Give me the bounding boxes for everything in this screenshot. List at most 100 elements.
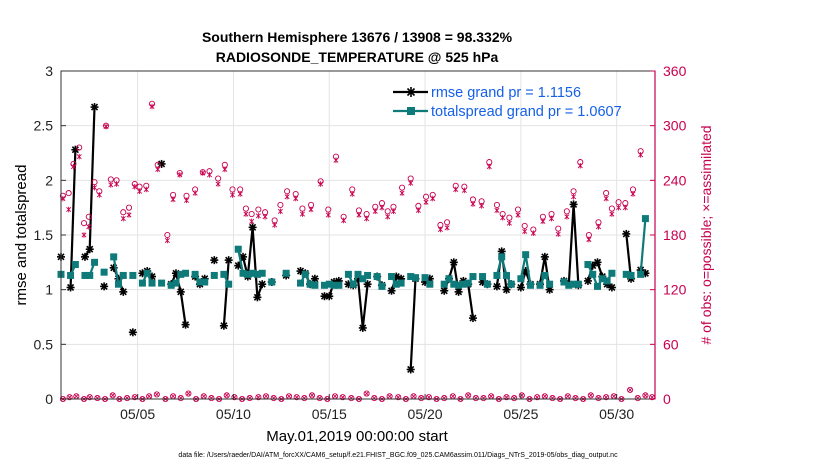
obs-assimilated-point (430, 195, 436, 202)
obs-assimilated-point (92, 184, 98, 191)
obs-assimilated-point (577, 162, 583, 169)
obs-assimilated-point (555, 231, 561, 237)
obs-assimilated-point (183, 197, 190, 204)
obs-bottom-assimilated (332, 393, 338, 399)
series-layer (57, 103, 650, 374)
obs-possible-point (229, 186, 236, 193)
obs-possible-point (563, 208, 570, 215)
legend-rmse-marker (406, 87, 416, 97)
spread-point (138, 279, 146, 287)
y-tick-label: 2 (45, 172, 53, 188)
rmse-point (593, 258, 602, 267)
rmse-point (80, 252, 89, 261)
spread-point (594, 282, 602, 290)
rmse-point (258, 280, 267, 289)
spread-point (459, 280, 467, 288)
legend: rmse grand pr = 1.1156 totalspread grand… (393, 85, 622, 120)
y-tick-label: 1 (45, 282, 53, 298)
obs-assimilated-point (318, 181, 324, 187)
obs-bottom-point (572, 395, 579, 402)
spread-point (498, 253, 506, 261)
obs-assimilated-point (103, 123, 109, 130)
spread-point (503, 271, 510, 279)
data-file-footer: data file: /Users/raeder/DAI/ATM_forcXX/… (178, 452, 618, 459)
obs-bottom-assimilated (286, 393, 292, 399)
obs-bottom-point (316, 395, 323, 402)
obs-assimilated-point (444, 224, 450, 231)
spread-point (536, 281, 544, 289)
spread-point (91, 258, 99, 266)
obs-assimilated-point (114, 181, 120, 187)
spread-point (637, 270, 645, 278)
spread-point (560, 278, 568, 286)
obs-assimilated-point (299, 211, 305, 217)
obs-bottom-point (465, 392, 472, 399)
spread-point (148, 279, 156, 287)
spread-point (119, 271, 127, 279)
obs-assimilated-point (630, 191, 636, 197)
spread-point (359, 275, 367, 283)
obs-assimilated-point (564, 213, 570, 220)
obs-assimilated-point (155, 166, 161, 173)
obs-assimilated-point (364, 215, 370, 222)
obs-possible-point (514, 206, 522, 213)
obs-assimilated-point (540, 218, 546, 225)
series-line-1 (112, 256, 125, 286)
obs-bottom-assimilated (588, 393, 594, 398)
y-axis-left: 0 0.5 1 1.5 2 2.5 3 (34, 63, 66, 407)
rmse-point (363, 280, 372, 289)
obs-bottom-point (480, 395, 487, 402)
spread-point (354, 270, 362, 278)
obs-possible-point (284, 188, 291, 195)
obs-possible-point (570, 188, 577, 195)
obs-assimilated-point (616, 204, 622, 211)
obs-bottom-assimilated (263, 393, 269, 399)
y-right-tick-label: 180 (663, 227, 687, 243)
obs-possible-point (91, 179, 98, 186)
spread-point (603, 277, 611, 285)
spread-point (268, 278, 276, 286)
rmse-point (540, 252, 549, 261)
spread-point (570, 280, 578, 288)
spread-point (249, 269, 257, 277)
obs-assimilated-point (126, 212, 132, 218)
obs-possible-point (85, 213, 92, 220)
obs-assimilated-point (206, 172, 213, 178)
obs-assimilated-point (229, 192, 236, 198)
obs-bottom-assimilated (146, 393, 152, 399)
rmse-point (516, 283, 525, 292)
obs-bottom-point (177, 395, 184, 402)
series-line-0 (69, 149, 77, 288)
obs-bottom-assimilated (154, 392, 160, 397)
spread-point (143, 269, 151, 277)
obs-bottom-point (587, 392, 594, 399)
chart-title: Southern Hemisphere 13676 / 13908 = 98.3… (202, 29, 513, 45)
spread-point (598, 275, 606, 283)
spread-point (455, 281, 463, 289)
spread-point (517, 275, 525, 283)
spread-point (167, 281, 175, 289)
x-axis-label: May.01,2019 00:00:00 start (266, 428, 448, 445)
obs-possible-point (107, 176, 114, 183)
series-line-0 (222, 260, 230, 326)
spread-point (397, 279, 405, 287)
obs-assimilated-point (437, 226, 443, 233)
obs-possible-point (125, 204, 133, 211)
obs-assimilated-point (70, 163, 76, 170)
obs-assimilated-point (479, 203, 485, 209)
spread-point (81, 271, 89, 279)
obs-assimilated-point (86, 224, 92, 230)
obs-possible-point (299, 205, 306, 212)
rmse-point (387, 286, 396, 295)
rmse-point (607, 283, 616, 292)
obs-bottom-point (66, 394, 73, 401)
obs-possible-point (384, 208, 391, 215)
spread-point (67, 271, 75, 279)
legend-rmse-label: rmse grand pr = 1.1156 (431, 85, 581, 101)
spread-point (526, 281, 534, 289)
rmse-point (224, 256, 233, 265)
obs-assimilated-point (586, 236, 592, 243)
obs-bottom-point (627, 386, 634, 393)
spread-point (421, 274, 429, 282)
obs-assimilated-point (177, 172, 183, 178)
